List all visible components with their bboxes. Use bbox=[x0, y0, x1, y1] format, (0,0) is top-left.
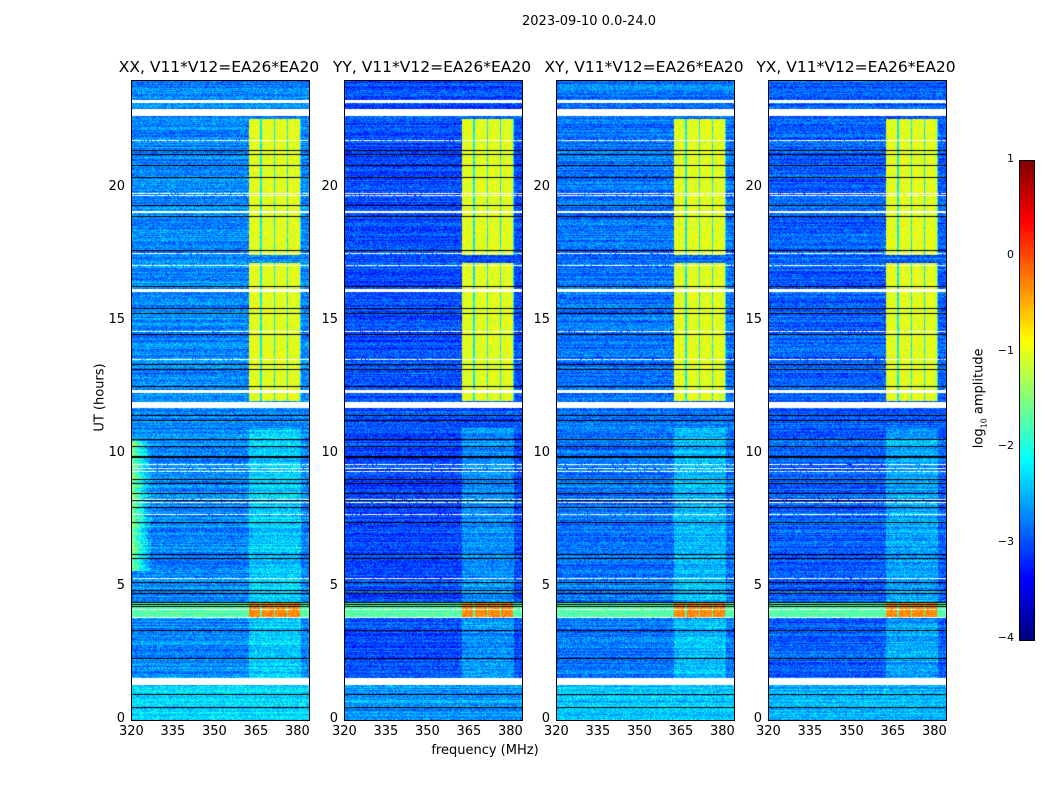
panel-title: XY, V11*V12=EA26*EA20 bbox=[544, 58, 744, 76]
x-tick-label: 380 bbox=[284, 724, 310, 739]
x-tick-label: 365 bbox=[668, 724, 694, 739]
x-tick-label: 350 bbox=[414, 724, 440, 739]
y-tick-label: 5 bbox=[541, 577, 550, 593]
y-tick-label: 0 bbox=[541, 711, 550, 726]
heatmap-xy bbox=[557, 81, 734, 720]
heatmap-panel-yy bbox=[344, 80, 523, 721]
x-tick-label: 320 bbox=[332, 724, 357, 739]
y-tick-label: 10 bbox=[321, 444, 338, 460]
y-tick-label: 20 bbox=[745, 178, 762, 194]
y-tick-label: 5 bbox=[116, 577, 125, 593]
y-tick-label: 5 bbox=[329, 577, 338, 593]
x-tick-label: 335 bbox=[373, 724, 399, 739]
x-tick-label: 365 bbox=[243, 724, 269, 739]
y-tick-label: 0 bbox=[329, 711, 338, 726]
y-tick-label: 15 bbox=[745, 311, 762, 327]
x-tick-label: 335 bbox=[585, 724, 611, 739]
x-tick-label: 350 bbox=[201, 724, 227, 739]
colorbar-tick-label: 1 bbox=[1007, 152, 1014, 165]
x-tick-label: 320 bbox=[119, 724, 144, 739]
colorbar-tick-label: 0 bbox=[1007, 247, 1014, 261]
colorbar bbox=[1019, 160, 1035, 641]
x-tick-label: 335 bbox=[797, 724, 823, 739]
x-tick-label: 380 bbox=[497, 724, 523, 739]
x-tick-label: 365 bbox=[456, 724, 482, 739]
y-tick-label: 20 bbox=[533, 178, 550, 194]
figure-title: 2023-09-10 0.0-24.0 bbox=[522, 14, 656, 29]
x-tick-label: 365 bbox=[880, 724, 906, 739]
y-tick-label: 20 bbox=[321, 178, 338, 194]
x-axis-label: frequency (MHz) bbox=[431, 743, 539, 758]
x-tick-label: 380 bbox=[921, 724, 947, 739]
y-tick-label: 0 bbox=[116, 711, 125, 726]
y-tick-label: 20 bbox=[108, 178, 125, 194]
colorbar-tick-label: −4 bbox=[997, 631, 1014, 644]
heatmap-yy bbox=[345, 81, 522, 720]
x-tick-label: 350 bbox=[626, 724, 652, 739]
colorbar-tick-label: −3 bbox=[997, 535, 1014, 549]
heatmap-xx bbox=[132, 81, 309, 720]
y-tick-label: 5 bbox=[753, 577, 762, 593]
colorbar-tick-label: −1 bbox=[997, 343, 1014, 357]
y-axis-label: UT (hours) bbox=[92, 363, 108, 432]
colorbar-tick-label: −2 bbox=[997, 439, 1014, 453]
colorbar-label: log10 amplitude bbox=[971, 348, 989, 449]
y-tick-label: 10 bbox=[745, 444, 762, 460]
y-tick-label: 0 bbox=[753, 711, 762, 726]
heatmap-panel-yx bbox=[768, 80, 947, 721]
x-tick-label: 335 bbox=[160, 724, 186, 739]
heatmap-yx bbox=[769, 81, 946, 720]
panel-title: XX, V11*V12=EA26*EA20 bbox=[118, 58, 320, 76]
panel-title: YY, V11*V12=EA26*EA20 bbox=[332, 58, 532, 76]
y-tick-label: 10 bbox=[533, 444, 550, 460]
panel-title: YX, V11*V12=EA26*EA20 bbox=[756, 58, 956, 76]
y-tick-label: 15 bbox=[533, 311, 550, 327]
x-tick-label: 380 bbox=[709, 724, 735, 739]
heatmap-panel-xy bbox=[556, 80, 735, 721]
y-tick-label: 15 bbox=[321, 311, 338, 327]
x-tick-label: 350 bbox=[838, 724, 864, 739]
x-tick-label: 320 bbox=[756, 724, 781, 739]
y-tick-label: 10 bbox=[108, 444, 125, 460]
x-tick-label: 320 bbox=[544, 724, 569, 739]
y-tick-label: 15 bbox=[108, 311, 125, 327]
heatmap-panel-xx bbox=[131, 80, 310, 721]
